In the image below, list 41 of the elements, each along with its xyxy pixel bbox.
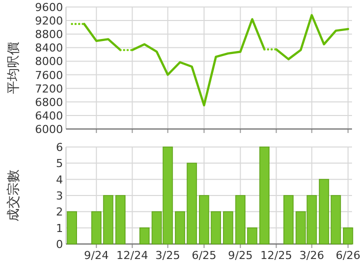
y-axis-title: 平均呎價 xyxy=(6,42,22,94)
x-tick-label: 6/26 xyxy=(336,249,360,262)
y-tick-label: 6400 xyxy=(35,109,63,122)
y-tick-label: 7200 xyxy=(35,82,63,96)
x-tick-label: 9/25 xyxy=(228,249,253,262)
x-tick-label: 3/25 xyxy=(155,249,180,262)
x-tick-label: 12/25 xyxy=(260,249,292,262)
bar xyxy=(66,211,77,244)
y-tick-label: 0 xyxy=(56,238,63,251)
line-series xyxy=(131,18,266,106)
y-tick-label: 5 xyxy=(56,157,63,170)
bar xyxy=(186,162,197,244)
y-tick-label: 6 xyxy=(56,141,63,154)
bar xyxy=(342,227,354,244)
y-tick-label: 4 xyxy=(56,173,63,186)
y-tick-label: 6800 xyxy=(35,96,63,109)
x-tick-label: 9/24 xyxy=(84,249,109,262)
y-tick-label: 9200 xyxy=(35,14,63,28)
bar xyxy=(198,195,210,244)
y-tick-label: 7600 xyxy=(35,68,63,82)
y-tick-label: 8400 xyxy=(35,42,63,55)
y-tick-label: 9600 xyxy=(35,1,63,14)
x-tick-label: 6/25 xyxy=(192,249,216,262)
bar xyxy=(174,211,186,244)
bar xyxy=(259,146,270,244)
line-series xyxy=(275,14,350,60)
y-tick-label: 1 xyxy=(56,222,63,235)
line-series xyxy=(83,22,122,52)
bar xyxy=(283,195,294,244)
y-tick-label: 2 xyxy=(56,206,63,219)
x-tick-label: 12/24 xyxy=(116,249,148,262)
y-axis-title: 成交宗數 xyxy=(6,170,22,222)
y-tick-label: 3 xyxy=(56,190,63,202)
x-tick-label: 3/26 xyxy=(299,249,324,262)
bar xyxy=(210,211,221,244)
y-tick-label: 8000 xyxy=(35,55,63,68)
y-tick-label: 8800 xyxy=(35,28,63,42)
y-tick-label: 6000 xyxy=(35,123,63,136)
bar xyxy=(115,195,126,244)
bar xyxy=(223,211,234,244)
bar xyxy=(139,227,150,244)
